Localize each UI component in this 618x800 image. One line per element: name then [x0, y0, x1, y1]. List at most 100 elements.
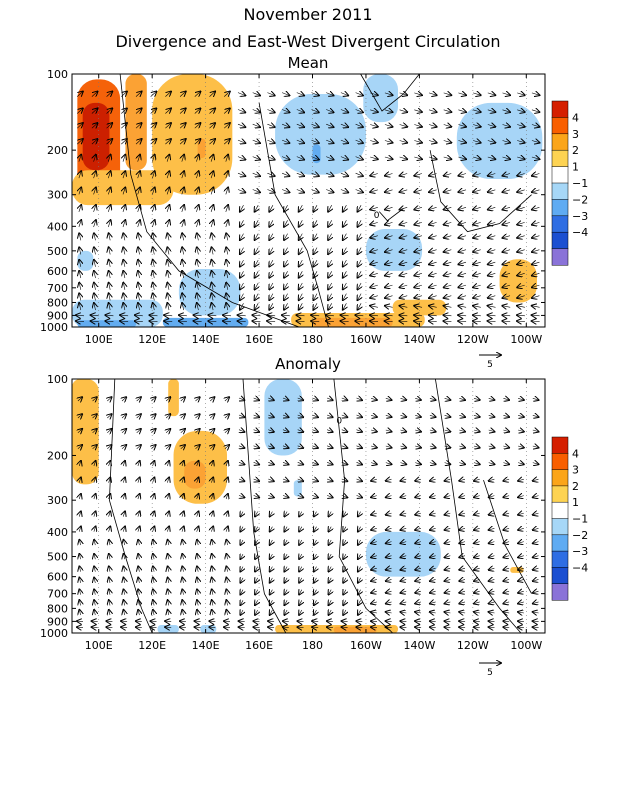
contour-line — [378, 208, 404, 222]
wind-vector — [356, 621, 363, 622]
wind-vector — [488, 296, 496, 298]
wind-vector — [208, 321, 217, 322]
wind-vector — [414, 93, 422, 95]
wind-vector — [355, 321, 364, 322]
wind-vector — [179, 139, 186, 144]
wind-vector — [444, 446, 451, 448]
wind-vector — [503, 207, 511, 209]
contour-line — [435, 378, 522, 634]
wind-vector — [503, 463, 509, 465]
wind-vector — [226, 171, 228, 179]
wind-vector — [415, 463, 421, 465]
wind-vector — [168, 589, 169, 594]
wind-vector — [167, 461, 169, 466]
shaded-region — [72, 379, 99, 485]
wind-vector — [414, 236, 422, 238]
wind-vector — [224, 627, 231, 628]
panel-anomaly-contours: 0 — [108, 378, 532, 634]
wind-vector — [473, 207, 481, 209]
wind-vector — [459, 430, 465, 432]
wind-vector — [284, 567, 287, 572]
wind-vector — [401, 602, 407, 604]
wind-vector — [503, 556, 510, 558]
wind-vector — [167, 494, 169, 499]
wind-vector — [473, 141, 481, 143]
wind-vector — [517, 141, 525, 143]
wind-vector — [488, 273, 496, 275]
wind-vector — [489, 579, 495, 581]
shaded-region — [72, 379, 94, 398]
wind-vector — [109, 600, 110, 605]
wind-vector — [226, 188, 228, 195]
wind-vector — [212, 283, 214, 290]
wind-vector — [517, 174, 525, 176]
wind-vector — [182, 188, 184, 195]
wind-vector — [299, 282, 303, 289]
wind-vector — [473, 125, 481, 127]
wind-vector — [386, 513, 392, 515]
wind-vector — [430, 479, 436, 481]
wind-vector — [502, 157, 511, 159]
wind-vector — [94, 247, 96, 255]
wind-vector — [414, 262, 422, 264]
wind-vector — [150, 92, 157, 97]
wind-vector — [327, 446, 333, 448]
x-tick-label: 100W — [510, 639, 542, 652]
wind-vector — [429, 207, 437, 209]
wind-vector — [489, 556, 495, 558]
wind-vector — [518, 579, 524, 581]
wind-vector — [430, 621, 436, 622]
wind-vector — [444, 296, 452, 298]
wind-vector — [459, 627, 466, 628]
x-tick-label: 120E — [138, 333, 166, 346]
wind-vector — [518, 446, 524, 448]
wind-vector — [212, 293, 214, 301]
wind-vector — [92, 627, 98, 628]
wind-vector — [400, 430, 407, 432]
wind-vector — [314, 600, 317, 605]
wind-vector — [267, 315, 276, 316]
wind-vector — [298, 479, 304, 481]
wind-vector — [138, 303, 140, 311]
wind-vector — [297, 315, 305, 316]
wind-vector — [357, 462, 363, 464]
wind-vector — [401, 479, 407, 481]
wind-vector — [255, 600, 258, 605]
wind-vector — [517, 250, 525, 252]
wind-vector — [400, 463, 407, 465]
wind-vector — [283, 621, 289, 622]
colorbar-label: 3 — [572, 464, 579, 477]
wind-vector — [414, 110, 422, 112]
wind-vector — [123, 247, 125, 255]
wind-vector — [93, 414, 97, 418]
panel-mean-title: Mean — [288, 54, 329, 72]
wind-vector — [489, 568, 495, 570]
contour-line — [258, 102, 329, 328]
wind-vector — [517, 321, 525, 322]
wind-vector — [458, 262, 467, 264]
wind-vector — [267, 110, 274, 113]
wind-vector — [197, 271, 199, 279]
y-tick-label: 800 — [47, 602, 68, 615]
wind-vector — [311, 93, 319, 96]
wind-vector — [298, 446, 304, 448]
wind-vector — [355, 315, 364, 316]
wind-vector — [399, 141, 408, 143]
panel-anomaly-title: Anomaly — [275, 355, 341, 373]
wind-vector — [299, 590, 302, 595]
wind-vector — [94, 461, 96, 466]
x-tick-label: 140E — [192, 333, 220, 346]
wind-vector — [503, 262, 511, 264]
wind-vector — [240, 271, 244, 277]
wind-vector — [358, 303, 362, 309]
wind-vector — [106, 123, 113, 128]
wind-vector — [76, 108, 83, 113]
wind-vector — [415, 479, 421, 481]
wind-vector — [94, 540, 95, 545]
wind-vector — [473, 463, 480, 465]
wind-vector — [533, 579, 539, 581]
wind-vector — [182, 303, 184, 311]
wind-vector — [77, 627, 84, 628]
wind-vector — [358, 282, 362, 289]
wind-vector — [150, 321, 158, 322]
